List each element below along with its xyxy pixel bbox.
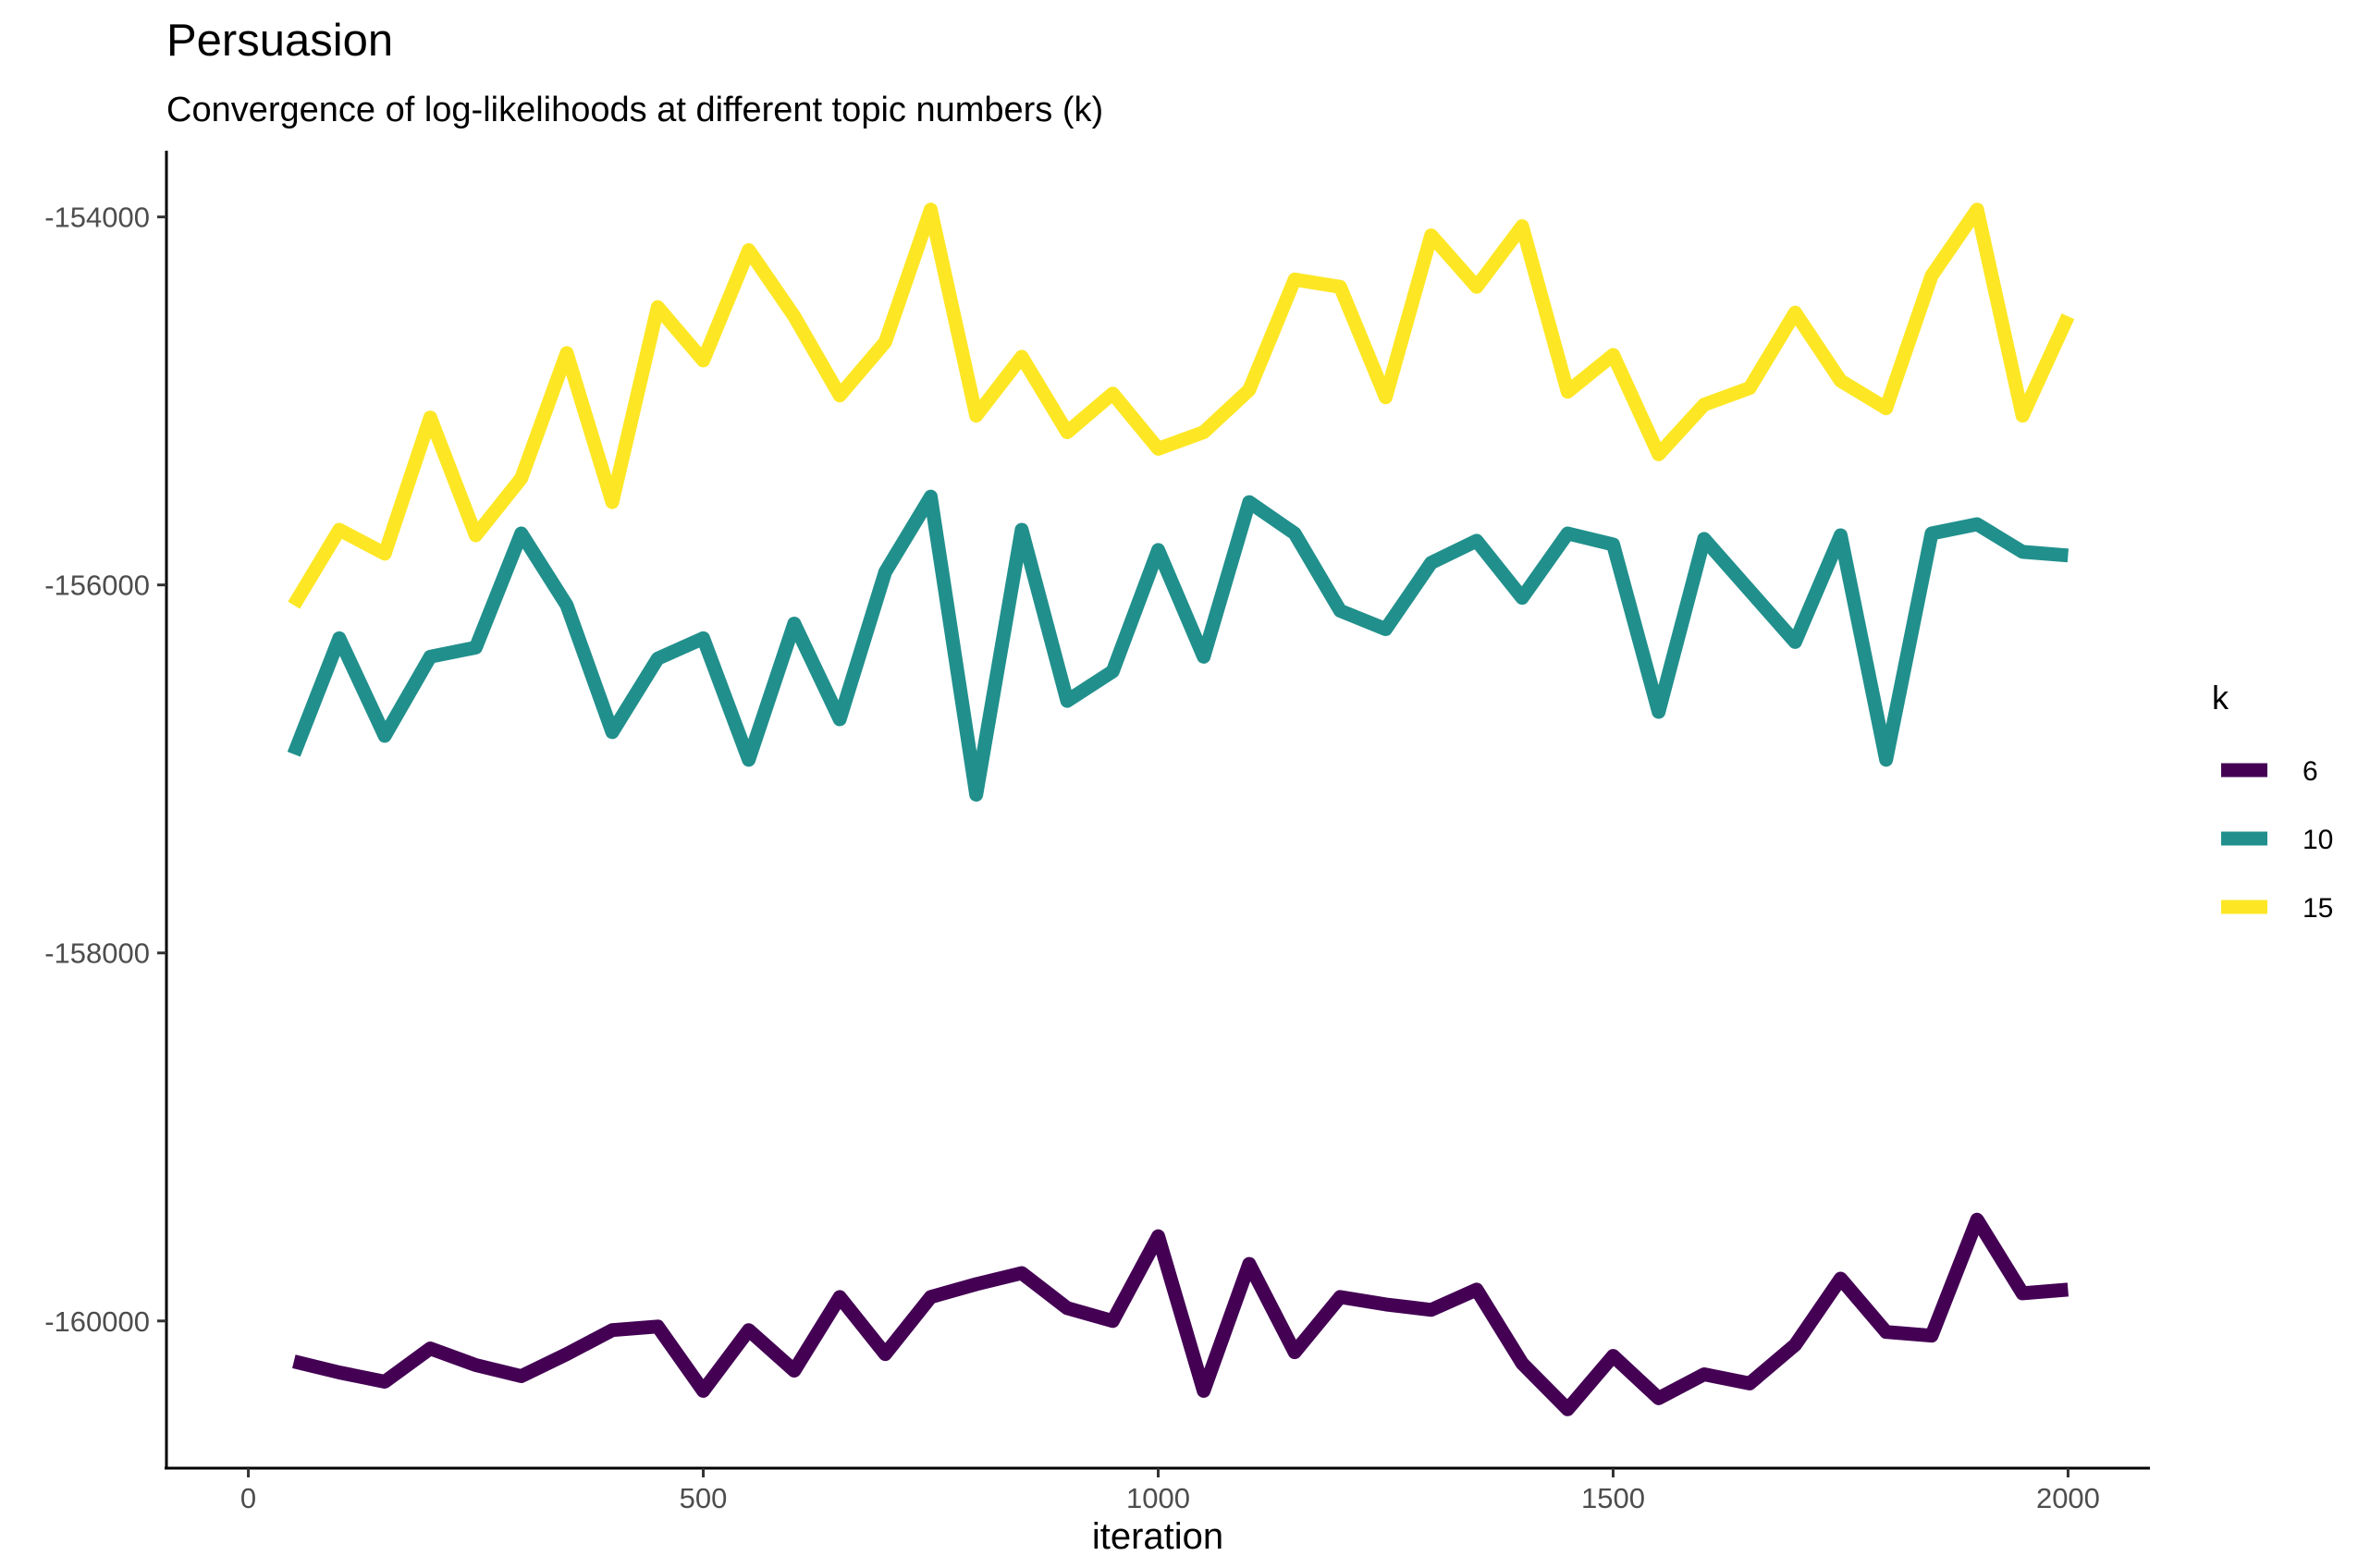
x-axis-ticks: 0 500 1000 1500 2000 xyxy=(240,1468,2100,1514)
y-tick-label: -154000 xyxy=(44,202,150,234)
legend-label-k-6: 6 xyxy=(2303,756,2318,787)
x-tick-label: 1500 xyxy=(1581,1482,1645,1514)
chart-subtitle: Convergence of log-likelihoods at differ… xyxy=(166,91,1103,129)
y-tick-label: -156000 xyxy=(44,570,150,602)
x-axis-title: iteration xyxy=(1092,1516,1223,1557)
y-tick-label: -160000 xyxy=(44,1305,150,1338)
x-tick-label: 1000 xyxy=(1126,1482,1190,1514)
legend-label-k-15: 15 xyxy=(2303,893,2333,924)
series-layer xyxy=(287,202,2075,1416)
x-tick-label: 0 xyxy=(240,1482,256,1514)
series-line-k-15 xyxy=(288,202,2075,609)
series-line-k-10 xyxy=(287,489,2069,802)
chart-title: Persuasion xyxy=(166,16,393,66)
x-tick-label: 2000 xyxy=(2036,1482,2100,1514)
y-tick-label: -158000 xyxy=(44,937,150,970)
x-tick-label: 500 xyxy=(680,1482,728,1514)
legend-title: k xyxy=(2212,679,2229,717)
legend: k 6 10 15 xyxy=(2212,679,2333,924)
legend-label-k-10: 10 xyxy=(2303,825,2333,855)
y-axis-ticks: -154000 -156000 -158000 -160000 xyxy=(44,202,166,1338)
plot-area: -154000 -156000 -158000 -160000 0 500 1000 150… xyxy=(44,151,2150,1514)
legend-items: 6 10 15 xyxy=(2221,756,2333,924)
series-line-k-6 xyxy=(292,1212,2069,1416)
